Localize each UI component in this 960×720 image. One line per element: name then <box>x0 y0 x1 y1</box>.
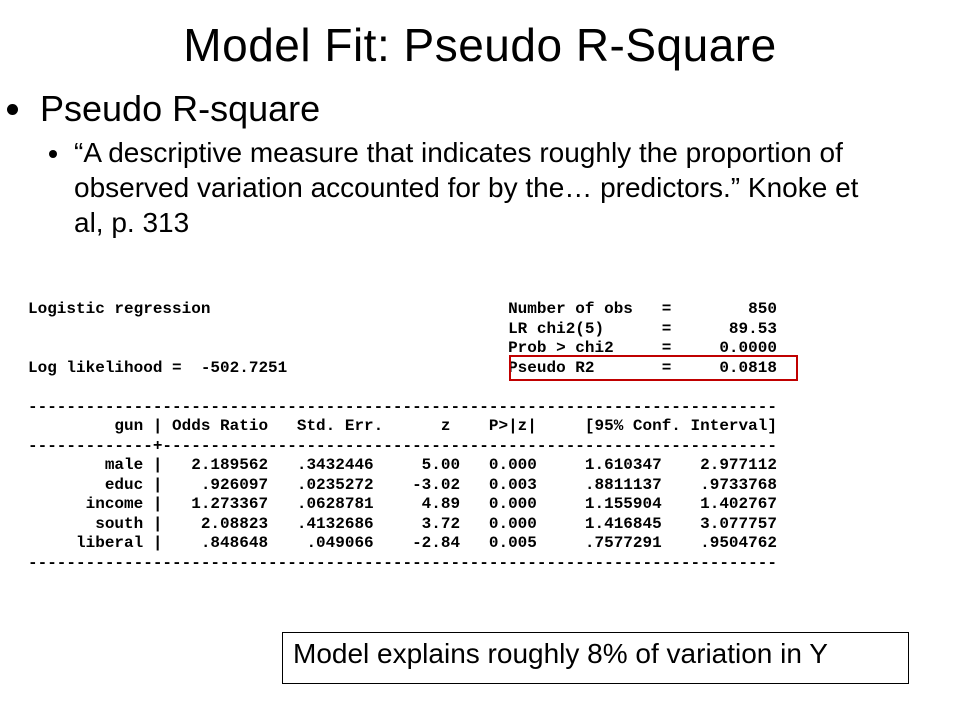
bullet-list-level1: Pseudo R-square <box>18 88 960 129</box>
slide-title: Model Fit: Pseudo R-Square <box>0 0 960 78</box>
slide: Model Fit: Pseudo R-Square Pseudo R-squa… <box>0 0 960 720</box>
stata-output: Logistic regression Number of obs = 850 … <box>28 300 777 573</box>
bullet-l2: “A descriptive measure that indicates ro… <box>72 135 880 240</box>
bullet-l1: Pseudo R-square <box>36 88 960 129</box>
bullet-list-level2: “A descriptive measure that indicates ro… <box>48 135 960 240</box>
explain-note: Model explains roughly 8% of variation i… <box>282 632 909 684</box>
